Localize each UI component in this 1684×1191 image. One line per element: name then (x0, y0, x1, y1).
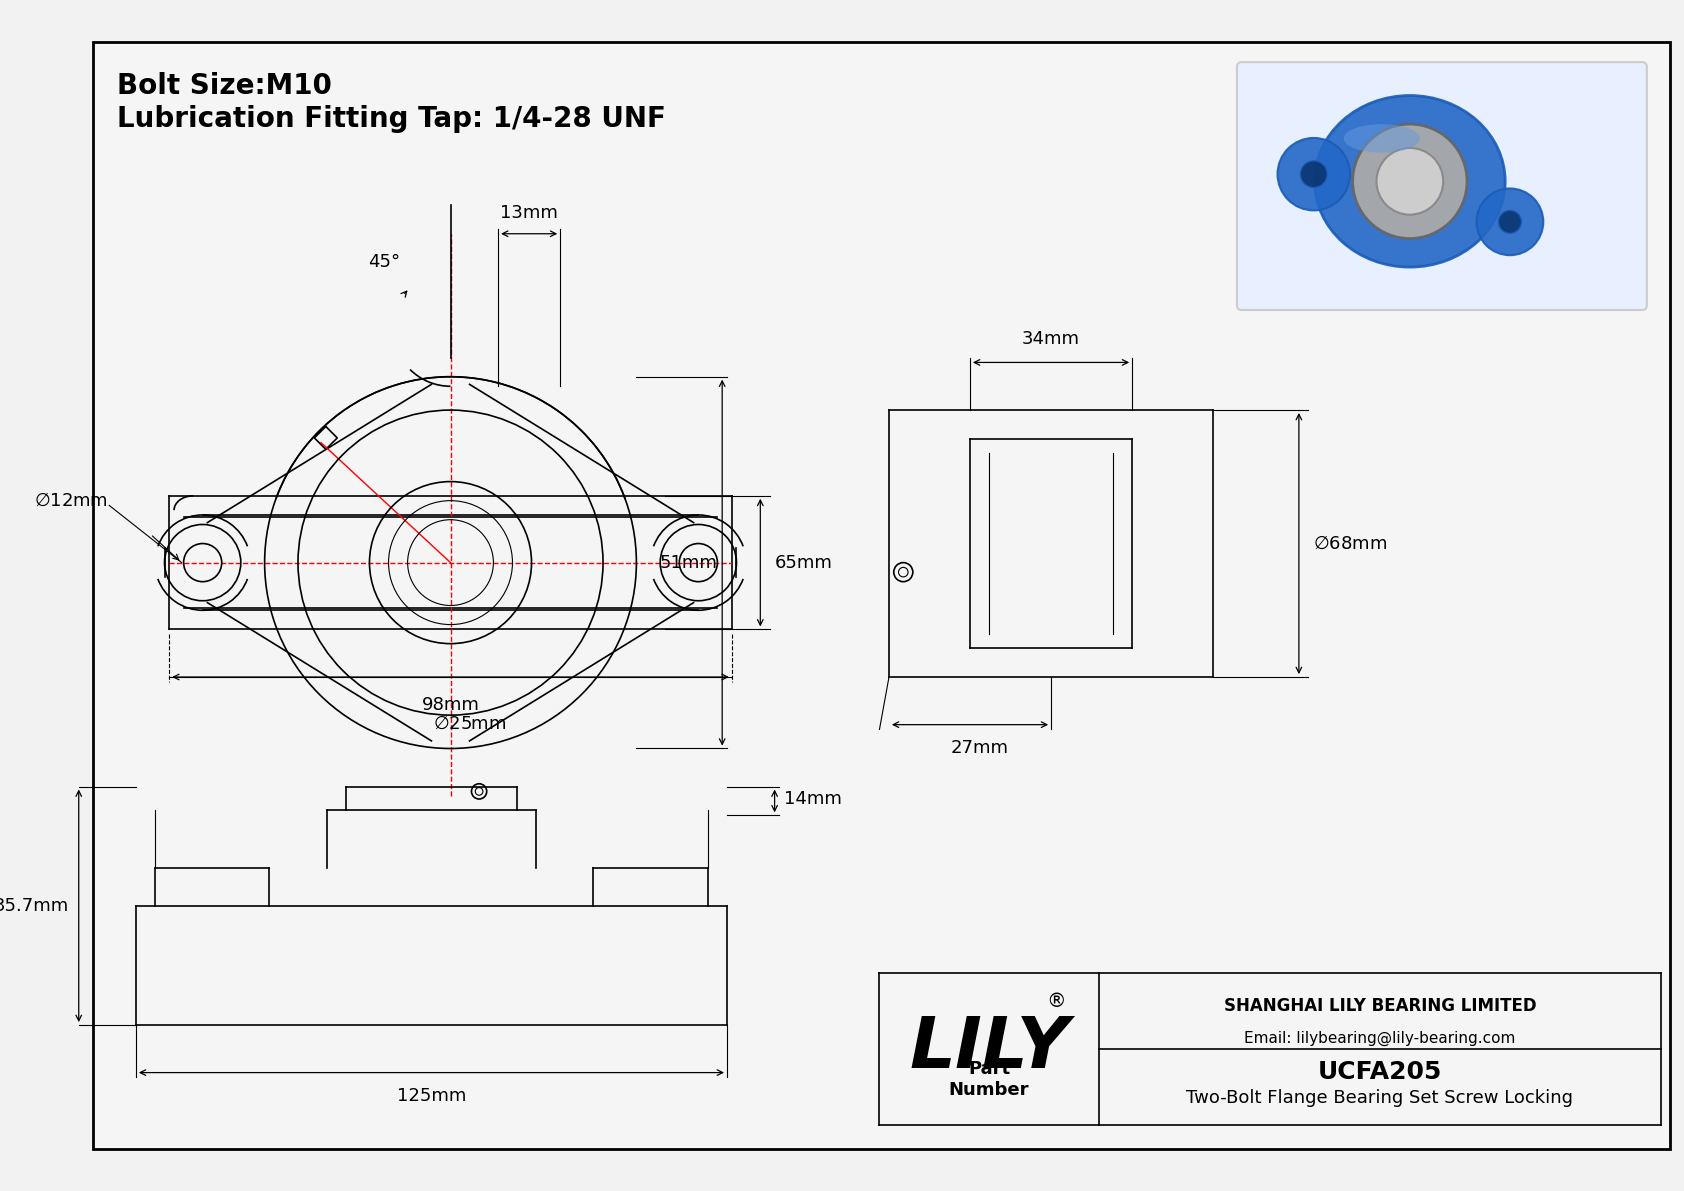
Text: Two-Bolt Flange Bearing Set Screw Locking: Two-Bolt Flange Bearing Set Screw Lockin… (1187, 1089, 1573, 1106)
Text: 125mm: 125mm (397, 1087, 466, 1105)
Text: UCFA205: UCFA205 (1317, 1060, 1442, 1084)
Text: Bolt Size:M10: Bolt Size:M10 (116, 71, 332, 100)
Text: Email: lilybearing@lily-bearing.com: Email: lilybearing@lily-bearing.com (1244, 1030, 1516, 1046)
Circle shape (1352, 124, 1467, 238)
Text: LILY: LILY (909, 1015, 1069, 1084)
Text: $\varnothing$68mm: $\varnothing$68mm (1314, 535, 1388, 553)
Ellipse shape (1344, 124, 1420, 152)
Circle shape (1499, 211, 1521, 233)
Text: 14mm: 14mm (785, 790, 842, 807)
Text: Lubrication Fitting Tap: 1/4-28 UNF: Lubrication Fitting Tap: 1/4-28 UNF (116, 105, 665, 133)
Ellipse shape (1315, 95, 1505, 267)
Circle shape (1278, 138, 1351, 211)
Circle shape (1477, 188, 1543, 255)
Text: ®: ® (1046, 992, 1066, 1011)
Circle shape (1300, 161, 1327, 187)
Text: 27mm: 27mm (950, 738, 1009, 757)
FancyBboxPatch shape (1238, 62, 1647, 310)
Text: $\varnothing$25mm: $\varnothing$25mm (433, 715, 507, 734)
Text: 13mm: 13mm (500, 205, 557, 223)
Circle shape (1376, 148, 1443, 214)
Text: 98mm: 98mm (421, 696, 480, 715)
Text: Part
Number: Part Number (948, 1060, 1029, 1098)
Text: 65mm: 65mm (775, 554, 832, 572)
Text: 51mm: 51mm (660, 554, 717, 572)
Text: 35.7mm: 35.7mm (0, 897, 69, 915)
Text: $\varnothing$12mm: $\varnothing$12mm (34, 492, 108, 510)
Text: SHANGHAI LILY BEARING LIMITED: SHANGHAI LILY BEARING LIMITED (1224, 997, 1536, 1015)
Text: 45°: 45° (367, 254, 399, 272)
Text: 34mm: 34mm (1022, 330, 1079, 348)
